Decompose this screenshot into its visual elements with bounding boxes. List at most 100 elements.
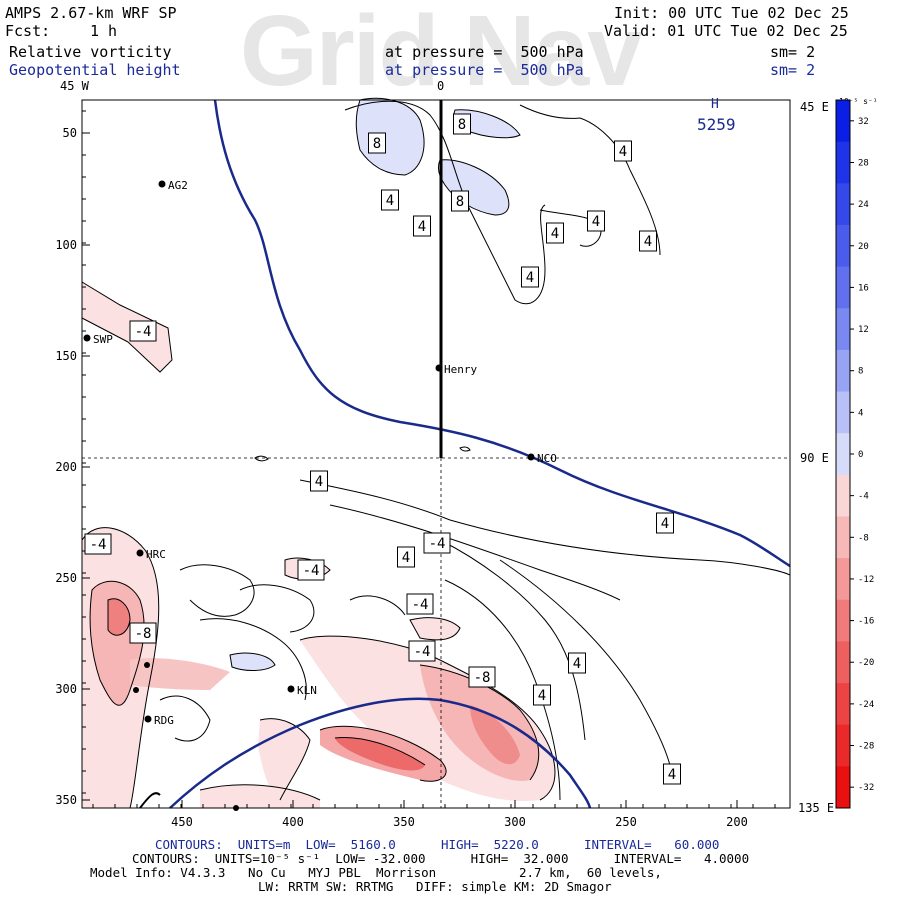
station-label-hrc: HRC [146,548,166,561]
contour-label: 4 [644,234,652,250]
y-tick-label: 300 [55,682,77,696]
colorbar-swatch [836,433,850,476]
contour-label: 4 [619,144,627,160]
x-tick-label: 400 [282,815,304,829]
contour-label-box [413,215,431,237]
colorbar-level: -8 [858,533,869,543]
colorbar-level: -32 [858,783,874,793]
colorbar-level: 0 [858,450,863,460]
station-dot-ag2 [158,180,166,188]
station-label-rdg: RDG [154,714,174,727]
colorbar-swatch [836,724,850,767]
contour-label-box [84,533,112,555]
vorticity-contour-info: CONTOURS: UNITS=10⁻⁵ s⁻¹ LOW= -32.000 HI… [132,851,750,866]
contour-label-box [453,113,471,135]
colorbar-frame [835,99,851,809]
colorbar: 10⁻⁵ s⁻¹ 32 28 24 20 16 12 8 4 0 -4 -8 -12 -16 -20 -24… [835,97,878,809]
y-tick-label: 200 [55,460,77,474]
smoothing-1: sm= 2 [770,43,816,61]
colorbar-level: -12 [858,575,874,585]
y-tick-label: 150 [55,349,77,363]
colorbar-level: -16 [858,617,874,627]
station-dot-nco [527,453,535,461]
colorbar-unit: 10⁻⁵ s⁻¹ [839,97,878,106]
high-center-value: 5259 [697,115,736,134]
contour-label: -4 [135,324,152,340]
x-tick-label: 250 [615,815,637,829]
contour-label: 4 [402,550,410,566]
station-label-henry: Henry [444,363,477,376]
smoothing-2: sm= 2 [770,61,816,79]
contour-label: -4 [303,563,320,579]
lon-label-90e: 90 E [800,451,829,465]
contour-label-box [129,622,157,644]
contour-labels: 8 8 8 4 4 4 4 4 4 -4 4 4 4 -4 -4 -4 -8 -4 -4 4 4 4 -8 4 [84,113,681,785]
colorbar-level: -28 [858,742,874,752]
colorbar-swatch [836,683,850,726]
contour-label-box [423,532,451,554]
colorbar-level: 32 [858,117,869,127]
contour-label-box [297,559,325,581]
station-label-swp: SWP [93,333,113,346]
contour-label: 8 [458,117,466,133]
contour-label: 4 [668,767,676,783]
valid-time: Valid: 01 UTC Tue 02 Dec 25 [604,22,848,40]
contour-label-box [614,140,632,162]
colorbar-level: 28 [858,158,869,168]
station-label-ag2: AG2 [168,179,188,192]
colorbar-level: 8 [858,367,863,377]
colorbar-swatch [836,599,850,642]
colorbar-swatch [836,349,850,393]
colorbar-swatch [836,100,850,143]
vorticity-contours [81,97,791,809]
colorbar-swatch [836,766,850,809]
y-tick-label: 100 [55,238,77,252]
contour-label: 4 [386,193,394,209]
contour-label-box [451,190,469,212]
model-title: AMPS 2.67-km WRF SP [5,4,177,22]
pressure-level-2: at pressure = 500 hPa [385,61,584,79]
model-info: Model Info: V4.3.3 No Cu MYJ PBL Morriso… [90,865,662,880]
station-dot-swp [83,334,91,342]
contour-label-box [310,470,328,492]
station-dot-hrc [136,549,144,557]
physics-info: LW: RRTM SW: RRTMG DIFF: simple KM: 2D S… [258,879,612,894]
contour-label: 4 [315,474,323,490]
colorbar-level: 24 [858,200,869,210]
init-time: Init: 00 UTC Tue 02 Dec 25 [614,4,849,22]
colorbar-swatch [836,266,850,309]
colorbar-swatch [836,474,850,517]
contour-label-box [546,222,564,244]
station-dot-extra-3 [233,805,239,811]
colorbar-swatch [836,141,850,184]
field2-name: Geopotential height [9,61,181,79]
colorbar-level: -4 [858,492,869,502]
station-dot-rdg [144,715,152,723]
contour-label: 8 [373,136,381,152]
forecast-label: Fcst: [5,22,51,40]
contour-label: 4 [418,219,426,235]
contour-label: 4 [661,516,669,532]
contour-label-box [368,132,386,154]
y-tick-label: 50 [63,126,77,140]
contour-label: 4 [526,270,534,286]
contour-label-box [397,546,415,568]
colorbar-level: 20 [858,242,869,252]
contour-label-box [408,640,436,662]
lon-label-45w: 45 W [60,79,90,93]
forecast-hour: 1 h [90,22,118,40]
station-label-nco: NCO [537,452,557,465]
station-dot-extra-2 [133,687,139,693]
station-dot-henry [435,364,443,372]
colorbar-swatch [836,558,850,601]
contour-label: -8 [135,626,152,642]
contour-label-box [568,652,586,674]
contour-label: 4 [592,214,600,230]
stations: AG2 SWP Henry NCO HRC KLN RDG [83,179,557,811]
pressure-level-1: at pressure = 500 hPa [385,43,584,61]
contour-label: -8 [474,670,491,686]
contour-label-box [587,210,605,232]
lon-label-0: 0 [437,79,444,93]
contour-label: -4 [429,536,446,552]
